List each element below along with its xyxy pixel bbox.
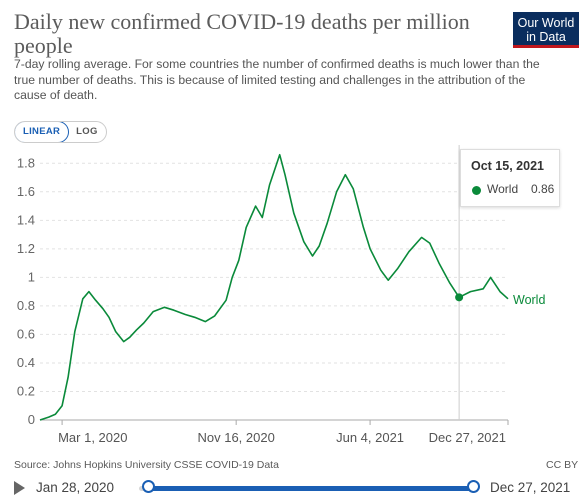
y-tick-label: 0 <box>28 412 35 427</box>
tooltip-value: 0.86 <box>531 182 555 196</box>
tooltip-series-name: World <box>487 182 519 196</box>
timeline: Jan 28, 2020 Dec 27, 2021 <box>0 474 588 502</box>
y-tick-label: 1 <box>28 269 35 284</box>
chart-subtitle: 7-day rolling average. For some countrie… <box>14 57 540 102</box>
series-line-world <box>39 153 509 421</box>
tooltip: Oct 15, 2021 World 0.86 <box>460 149 560 207</box>
y-tick-label: 0.2 <box>17 383 35 398</box>
license-link[interactable]: CC BY <box>546 459 579 471</box>
logo-accent-bar <box>513 45 579 48</box>
source-link[interactable]: Source: Johns Hopkins University CSSE CO… <box>14 459 279 471</box>
owid-logo[interactable]: Our World in Data <box>513 12 579 48</box>
x-tick-label: Dec 27, 2021 <box>429 430 506 445</box>
y-tick-label: 1.4 <box>17 212 35 227</box>
timeline-end-date: Dec 27, 2021 <box>490 480 571 495</box>
y-tick-label: 0.8 <box>17 298 35 313</box>
logo-line-2: in Data <box>526 30 566 44</box>
logo-line-1: Our World <box>517 16 575 30</box>
tooltip-date: Oct 15, 2021 <box>471 159 544 173</box>
log-scale-button[interactable]: LOG <box>76 126 98 137</box>
timeline-selected-range <box>149 486 475 491</box>
x-tick-label: Nov 16, 2020 <box>197 430 274 445</box>
line-chart: 0 0.2 0.4 0.6 0.8 1 1.2 1.4 1.6 1.8 Mar 1, 2020 No… <box>17 145 545 445</box>
y-axis: 0 0.2 0.4 0.6 0.8 1 1.2 1.4 1.6 1.8 <box>17 155 35 427</box>
tooltip-series-dot <box>472 186 481 195</box>
timeline-start-handle[interactable] <box>142 480 155 493</box>
highlight-point <box>455 293 464 302</box>
y-tick-label: 0.4 <box>17 355 35 370</box>
series-label-world: World <box>513 293 545 307</box>
gridlines <box>40 162 508 421</box>
y-tick-label: 1.2 <box>17 241 35 256</box>
y-tick-label: 1.6 <box>17 184 35 199</box>
timeline-start-date: Jan 28, 2020 <box>36 480 115 495</box>
y-tick-label: 0.6 <box>17 326 35 341</box>
y-tick-label: 1.8 <box>17 155 35 170</box>
chart-title: Daily new confirmed COVID-19 deaths per … <box>14 9 470 58</box>
timeline-end-handle[interactable] <box>467 480 480 493</box>
linear-scale-button[interactable]: LINEAR <box>14 122 70 142</box>
x-tick-label: Jun 4, 2021 <box>336 430 404 445</box>
scale-toggle: LINEAR LOG <box>14 121 107 143</box>
x-axis: Mar 1, 2020 Nov 16, 2020 Jun 4, 2021 Dec 27… <box>40 419 509 445</box>
x-tick-label: Mar 1, 2020 <box>58 430 127 445</box>
play-icon[interactable] <box>14 481 25 495</box>
